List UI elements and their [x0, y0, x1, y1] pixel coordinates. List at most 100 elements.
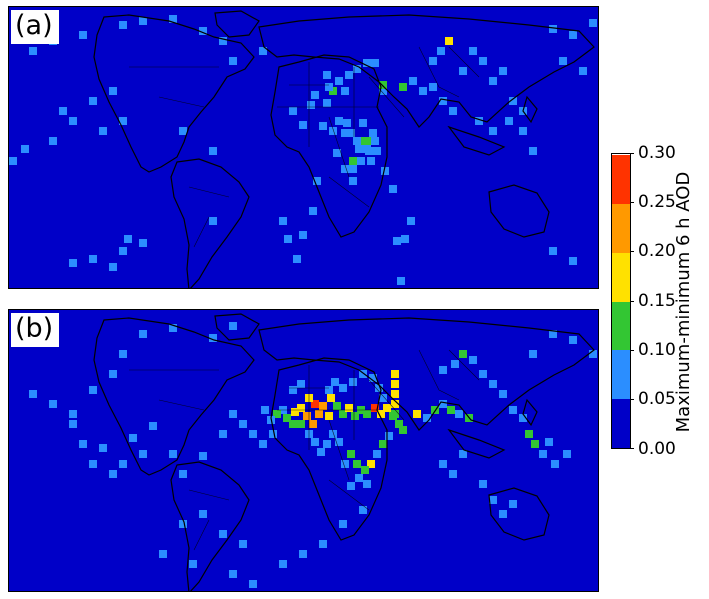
aod-grid-cell — [391, 400, 399, 408]
aod-grid-cell — [69, 259, 77, 267]
aod-grid-cell — [475, 117, 483, 125]
aod-grid-cell — [279, 560, 287, 568]
aod-grid-cell — [179, 520, 187, 528]
aod-grid-cell — [69, 410, 77, 418]
aod-grid-cell — [341, 165, 349, 173]
aod-grid-cell — [389, 185, 397, 193]
aod-grid-cell — [531, 440, 539, 448]
colorbar-segment — [612, 301, 630, 351]
aod-grid-cell — [509, 406, 517, 414]
aod-grid-cell — [69, 420, 77, 428]
aod-grid-cell — [109, 87, 117, 95]
aod-grid-cell — [429, 57, 437, 65]
aod-grid-cell — [365, 137, 373, 145]
aod-grid-cell — [349, 165, 357, 173]
aod-grid-cell — [327, 394, 335, 402]
aod-grid-cell — [199, 510, 207, 518]
aod-grid-cell — [109, 370, 117, 378]
coastline — [522, 95, 538, 124]
coastline — [447, 125, 506, 156]
aod-grid-cell — [395, 420, 403, 428]
aod-grid-cell — [311, 91, 319, 99]
aod-grid-cell — [209, 217, 217, 225]
aod-grid-cell — [119, 117, 127, 125]
aod-grid-cell — [369, 374, 377, 382]
aod-grid-cell — [479, 370, 487, 378]
aod-grid-cell — [347, 482, 355, 490]
aod-grid-cell — [363, 145, 371, 153]
aod-grid-cell — [489, 77, 497, 85]
aod-grid-cell — [179, 470, 187, 478]
aod-grid-cell — [349, 157, 357, 165]
aod-grid-cell — [315, 410, 323, 418]
aod-grid-cell — [353, 460, 361, 468]
aod-grid-cell — [89, 460, 97, 468]
coastline — [93, 14, 255, 173]
aod-grid-cell — [297, 404, 305, 412]
aod-grid-cell — [319, 540, 327, 548]
aod-grid-cell — [367, 460, 375, 468]
aod-grid-cell — [549, 25, 557, 33]
aod-grid-cell — [229, 570, 237, 578]
aod-grid-cell — [169, 324, 177, 332]
aod-grid-cell — [249, 580, 257, 588]
colorbar-tick-label: 0.25 — [638, 192, 676, 212]
aod-grid-cell — [379, 394, 387, 402]
aod-grid-cell — [343, 119, 351, 127]
aod-grid-cell — [309, 420, 317, 428]
aod-grid-cell — [519, 127, 527, 135]
aod-grid-cell — [329, 430, 337, 438]
aod-grid-cell — [375, 384, 383, 392]
colorbar-tick-label: 0.15 — [638, 291, 676, 311]
aod-grid-cell — [349, 378, 357, 386]
aod-grid-cell — [451, 360, 459, 368]
aod-grid-cell — [49, 137, 57, 145]
aod-grid-cell — [569, 336, 577, 344]
aod-grid-cell — [339, 384, 347, 392]
aod-grid-cell — [559, 57, 567, 65]
aod-grid-cell — [385, 432, 393, 440]
aod-grid-cell — [569, 257, 577, 265]
aod-grid-cell — [351, 412, 359, 420]
aod-grid-cell — [377, 410, 385, 418]
aod-grid-cell — [419, 87, 427, 95]
aod-grid-cell — [437, 47, 445, 55]
aod-grid-cell — [59, 107, 67, 115]
aod-grid-cell — [331, 378, 339, 386]
aod-grid-cell — [311, 400, 319, 408]
aod-grid-cell — [129, 434, 137, 442]
aod-grid-cell — [551, 460, 559, 468]
aod-grid-cell — [297, 420, 305, 428]
aod-grid-cell — [323, 440, 331, 448]
aod-grid-cell — [329, 127, 337, 135]
aod-grid-cell — [279, 217, 287, 225]
aod-grid-cell — [29, 390, 37, 398]
aod-grid-cell — [341, 129, 349, 137]
colorbar-tick-label: 0.10 — [638, 340, 676, 360]
aod-grid-cell — [319, 402, 327, 410]
aod-grid-cell — [284, 235, 292, 243]
coastline — [170, 461, 250, 591]
colorbar-segment — [612, 252, 630, 302]
aod-grid-cell — [459, 450, 467, 458]
aod-grid-cell — [363, 59, 371, 67]
aod-grid-cell — [89, 255, 97, 263]
aod-grid-cell — [563, 450, 571, 458]
aod-grid-cell — [89, 386, 97, 394]
aod-grid-cell — [323, 71, 331, 79]
aod-grid-cell — [363, 480, 371, 488]
colorbar-tick-mark — [630, 202, 634, 203]
map-b-canvas — [9, 310, 598, 591]
aod-grid-cell — [549, 330, 557, 338]
aod-grid-cell — [307, 101, 315, 109]
aod-grid-cell — [379, 81, 387, 89]
aod-grid-cell — [359, 370, 367, 378]
aod-grid-cell — [519, 414, 527, 422]
aod-grid-cell — [199, 452, 207, 460]
aod-grid-cell — [259, 47, 267, 55]
aod-grid-cell — [353, 65, 361, 73]
aod-grid-cell — [373, 147, 381, 155]
aod-grid-cell — [509, 500, 517, 508]
aod-grid-cell — [439, 460, 447, 468]
aod-grid-cell — [317, 448, 325, 456]
